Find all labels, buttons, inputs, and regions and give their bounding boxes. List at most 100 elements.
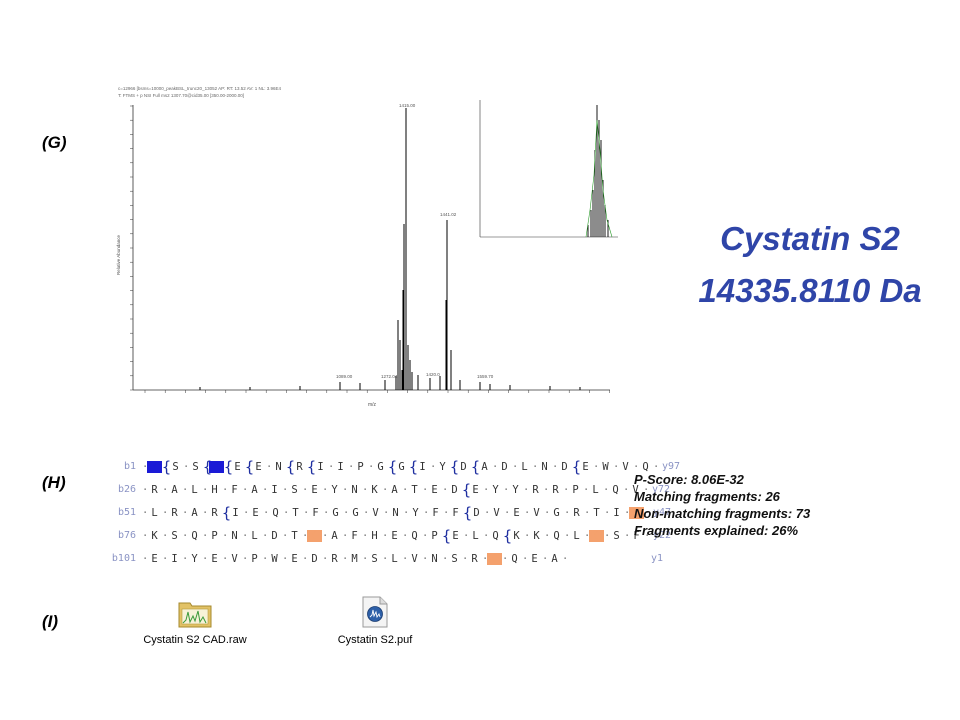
residue: R	[471, 552, 478, 565]
residue: Q	[272, 506, 279, 519]
residue-separator: ·	[563, 483, 570, 496]
residue-separator: ·	[624, 529, 631, 542]
cleavage-mark: {	[503, 526, 513, 545]
residue: Y	[331, 483, 338, 496]
residue-separator: ·	[524, 506, 531, 519]
residue: S	[192, 460, 199, 473]
residue-separator: ·	[402, 552, 409, 565]
residue: Y	[512, 483, 519, 496]
cleavage-mark: {	[450, 457, 460, 476]
puf-file[interactable]: Cystatin S2.puf	[325, 596, 425, 646]
residue-separator: ·	[142, 552, 149, 565]
residue: G	[553, 506, 560, 519]
residue: R	[171, 506, 178, 519]
residue-separator: ·	[183, 460, 190, 473]
residue-separator: ·	[142, 483, 149, 496]
peak-label-5: 1420.0	[426, 372, 440, 377]
row-end-label: y1	[651, 553, 664, 564]
residue: I	[317, 460, 324, 473]
residue: V	[493, 506, 500, 519]
residue-separator: ·	[593, 460, 600, 473]
residue: E	[582, 460, 589, 473]
residue: A	[171, 483, 178, 496]
residue: M	[147, 460, 162, 473]
residue-separator: ·	[383, 506, 390, 519]
residue-separator: ·	[382, 552, 389, 565]
cleavage-mark: {	[286, 457, 296, 476]
protein-name: Cystatin S2	[720, 220, 900, 257]
peak-label-1: 1415.00	[399, 103, 416, 108]
raw-file[interactable]: Cystatin S2 CAD.raw	[140, 598, 250, 646]
residue-separator: ·	[564, 506, 571, 519]
residue-separator: ·	[142, 529, 149, 542]
residue-separator: ·	[323, 506, 330, 519]
residue-separator: ·	[382, 529, 389, 542]
residue-separator: ·	[542, 552, 549, 565]
residue: Y	[439, 460, 446, 473]
residue-separator: ·	[142, 506, 149, 519]
residue-separator: ·	[552, 460, 559, 473]
spectrum-peaks	[199, 108, 581, 390]
puf-file-name: Cystatin S2.puf	[337, 634, 413, 646]
cleavage-mark: {	[222, 503, 232, 522]
residue: I	[271, 483, 278, 496]
pscore-text: P-Score: 8.06E-32	[634, 472, 744, 487]
residue: E	[391, 529, 398, 542]
residue-separator: ·	[243, 506, 250, 519]
fragment-row: b76 · K · S · Q · P · N · L · D · T · C · A · F · H · E · Q · P{E · L · Q{…	[106, 524, 692, 547]
residue-separator: ·	[442, 552, 449, 565]
row-start-label: b26	[117, 484, 136, 495]
residue-separator: ·	[442, 483, 449, 496]
residue: I	[613, 506, 620, 519]
residue-separator: ·	[604, 506, 611, 519]
residue-separator: ·	[322, 483, 329, 496]
residue-separator: ·	[583, 483, 590, 496]
residue: N	[275, 460, 282, 473]
residue-separator: ·	[402, 529, 409, 542]
residue-separator: ·	[463, 529, 470, 542]
row-start-label: b1	[123, 461, 136, 472]
residue-separator: ·	[644, 529, 651, 542]
residue-separator: ·	[653, 460, 660, 473]
residue-separator: ·	[262, 552, 269, 565]
nonmatching-fragments-text: Non-matching fragments: 73	[634, 506, 811, 521]
residue-separator: ·	[282, 529, 289, 542]
residue-separator: ·	[603, 483, 610, 496]
spectrum-y-ticks	[130, 105, 133, 391]
residue: I	[232, 506, 239, 519]
cleavage-mark: {	[245, 457, 255, 476]
residue-separator: ·	[512, 460, 519, 473]
residue: R	[331, 552, 338, 565]
residue: V	[632, 483, 639, 496]
panel-label-g: (G)	[42, 133, 67, 152]
residue: L	[472, 529, 479, 542]
residue-separator: ·	[532, 460, 539, 473]
residue-separator: ·	[222, 483, 229, 496]
residue-separator: ·	[584, 506, 591, 519]
residue-separator: ·	[282, 552, 289, 565]
residue-separator: ·	[162, 483, 169, 496]
cleavage-mark: {	[471, 457, 481, 476]
residue: I	[171, 552, 178, 565]
peak-label-2: 1441.02	[440, 212, 457, 217]
residue: E	[291, 552, 298, 565]
residue-separator: ·	[503, 483, 510, 496]
residue: D	[271, 529, 278, 542]
residue-separator: ·	[423, 506, 430, 519]
residue: C	[487, 552, 502, 565]
residue: R	[211, 506, 218, 519]
residue-separator: ·	[262, 483, 269, 496]
residue: S	[291, 483, 298, 496]
residue: R	[552, 483, 559, 496]
residue: N	[351, 483, 358, 496]
residue: V	[533, 506, 540, 519]
residue: F	[633, 529, 640, 542]
protein-mass: 14335.8110 Da	[698, 272, 922, 309]
residue: D	[501, 460, 508, 473]
residue: V	[231, 552, 238, 565]
residue-separator: ·	[262, 529, 269, 542]
residue-separator: ·	[522, 552, 529, 565]
fragment-row: b51 · L · R · A · R{I · E · Q · T · F · G · G · V · N · Y · F · F{D · V ·…	[106, 501, 692, 524]
residue-separator: ·	[302, 483, 309, 496]
residue: D	[460, 460, 467, 473]
